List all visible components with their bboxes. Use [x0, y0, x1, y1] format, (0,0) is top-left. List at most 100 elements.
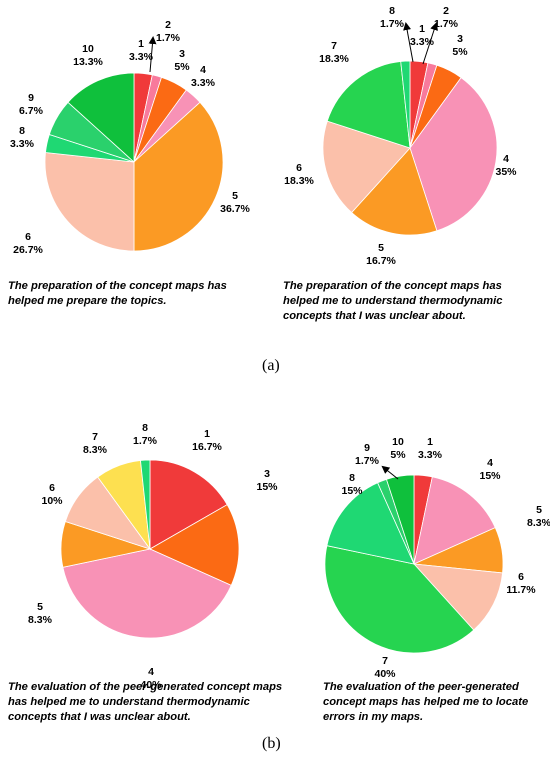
slice-percent-label: 40% [140, 679, 162, 691]
chart-caption-3: The evaluation of the peer-generated con… [8, 680, 308, 725]
slice-label: 6 [49, 482, 55, 494]
slice-label: 8 [349, 472, 355, 484]
pie-slice-8 [140, 459, 151, 550]
pie-slice-10 [385, 474, 415, 565]
pie-slice-6 [322, 120, 411, 214]
caption-line: has helped me to understand thermodynami… [8, 696, 250, 708]
slice-percent-label: 5% [390, 449, 406, 461]
slice-label: 5 [378, 242, 384, 254]
slice-percent-label: 15% [256, 481, 278, 493]
slice-percent-label: 18.3% [319, 53, 349, 65]
slice-percent-label: 1.7% [156, 32, 181, 44]
slice-label: 2 [443, 5, 449, 17]
pie-slice-10 [67, 72, 135, 163]
slice-label: 6 [518, 571, 524, 583]
slice-label: 5 [232, 190, 238, 202]
slice-percent-label: 36.7% [220, 203, 250, 215]
slice-percent-label: 40% [374, 668, 396, 680]
slice-percent-label: 3.3% [10, 138, 35, 150]
slice-label: 9 [28, 92, 34, 104]
slice-percent-label: 26.7% [13, 244, 43, 256]
slice-label: 3 [179, 48, 185, 60]
caption-line: The evaluation of the peer-generated con… [8, 681, 283, 693]
slice-label: 5 [37, 601, 43, 613]
leader-arrow-2 [148, 36, 157, 73]
pie-slice-6 [413, 563, 503, 631]
slice-label: 4 [148, 666, 154, 678]
slice-label: 7 [92, 431, 98, 443]
slice-percent-label: 18.3% [284, 175, 314, 187]
caption-line: concept maps has helped me to locate [323, 696, 529, 708]
leader-arrow-2 [422, 22, 438, 65]
slice-label: 4 [200, 64, 206, 76]
slice-percent-label: 35% [495, 166, 517, 178]
slice-label: 8 [19, 125, 25, 137]
slice-label: 1 [419, 23, 425, 35]
slice-percent-label: 3.3% [191, 77, 216, 89]
slice-label: 6 [25, 231, 31, 243]
slice-label: 3 [264, 468, 270, 480]
panel-label-b: (b) [262, 735, 281, 752]
caption-line: The preparation of the concept maps has [283, 280, 502, 292]
slice-label: 1 [138, 38, 144, 50]
caption-line: The preparation of the concept maps has [8, 280, 227, 292]
pie-slice-4 [413, 476, 496, 565]
slice-label: 8 [389, 5, 395, 17]
caption-line: concepts that I was unclear about. [8, 711, 191, 723]
slice-label: 8 [142, 422, 148, 434]
slice-label: 9 [364, 442, 370, 454]
pie-slice-3 [149, 504, 240, 586]
pie-slice-5 [133, 101, 224, 252]
slice-percent-label: 8.3% [28, 614, 53, 626]
slice-label: 7 [331, 40, 337, 52]
slice-label: 4 [487, 457, 493, 469]
slice-percent-label: 5% [174, 61, 190, 73]
slice-percent-label: 3.3% [418, 449, 443, 461]
slice-percent-label: 5% [452, 46, 468, 58]
pie-slice-6 [44, 152, 135, 252]
slice-percent-label: 1.7% [355, 455, 380, 467]
caption-line: helped me to understand thermodynamic [283, 295, 503, 307]
leader-arrow-9 [381, 465, 399, 480]
slice-label: 4 [503, 153, 509, 165]
chart-caption-4: The evaluation of the peer-generated con… [323, 680, 548, 725]
slice-percent-label: 3.3% [129, 51, 154, 63]
slice-percent-label: 13.3% [73, 56, 103, 68]
pie-slice-8 [326, 482, 415, 565]
slice-label: 10 [392, 436, 404, 448]
slice-label: 10 [82, 43, 94, 55]
caption-line: errors in my maps. [323, 711, 424, 723]
slice-label: 5 [536, 504, 542, 516]
caption-line: concepts that I was unclear about. [283, 310, 466, 322]
slice-label: 1 [427, 436, 433, 448]
slice-label: 7 [382, 655, 388, 667]
pie-slice-8 [400, 60, 411, 149]
pie-chart-4 [324, 474, 504, 654]
slice-percent-label: 10% [41, 495, 63, 507]
slice-percent-label: 8.3% [527, 517, 550, 529]
slice-percent-label: 16.7% [366, 255, 396, 267]
caption-line: helped me prepare the topics. [8, 295, 167, 307]
slice-label: 3 [457, 33, 463, 45]
pie-slice-4 [62, 548, 232, 639]
panel-label-a: (a) [262, 357, 280, 374]
slice-percent-label: 15% [341, 485, 363, 497]
pie-slice-7 [326, 61, 411, 149]
slice-percent-label: 1.7% [434, 18, 459, 30]
chart-caption-1: The preparation of the concept maps has … [8, 279, 278, 309]
slice-percent-label: 8.3% [83, 444, 108, 456]
pie-slice-4 [409, 77, 498, 232]
pie-chart-1 [44, 72, 224, 252]
slice-percent-label: 16.7% [192, 441, 222, 453]
slice-label: 1 [204, 428, 210, 440]
pie-slice-7 [324, 545, 475, 654]
leader-arrow-8 [403, 22, 414, 63]
chart-caption-2: The preparation of the concept maps has … [283, 279, 548, 324]
slice-percent-label: 1.7% [380, 18, 405, 30]
slice-percent-label: 11.7% [506, 584, 536, 596]
slice-label: 2 [165, 19, 171, 31]
slice-percent-label: 3.3% [410, 36, 435, 48]
slice-percent-label: 15% [479, 470, 501, 482]
